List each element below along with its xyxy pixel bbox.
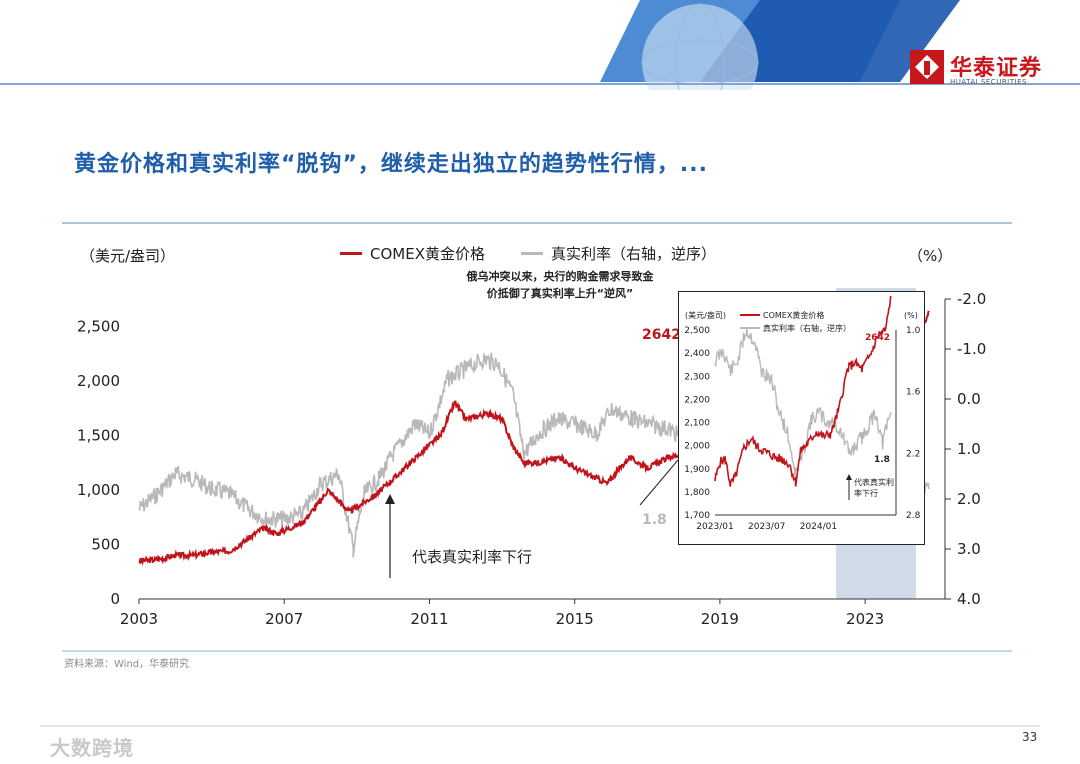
- inset-y-tick-label: 2,200: [684, 395, 710, 405]
- inset-gold-line: [714, 295, 892, 487]
- shade-annotation-line1: 俄乌冲突以来，央行的购金需求导致金: [466, 270, 654, 283]
- y2-tick-label: -1.0: [957, 340, 986, 358]
- inset-y-tick-label: 2,400: [684, 349, 710, 359]
- inset-y2-tick-label: 1.6: [906, 388, 921, 398]
- inset-x-tick-label: 2024/01: [800, 522, 837, 532]
- x-tick-label: 2019: [701, 610, 739, 628]
- inset-y-tick-label: 2,500: [684, 326, 710, 336]
- arrow-annotation: 代表真实利率下行: [412, 548, 533, 566]
- inset-x-tick-label: 2023/07: [748, 522, 785, 532]
- shade-annotation: 俄乌冲突以来，央行的购金需求导致金 价抵御了真实利率上升“逆风”: [440, 268, 680, 302]
- watermark: 大数跨境: [50, 736, 134, 760]
- inset-legend-gold: COMEX黄金价格: [763, 310, 824, 320]
- y-tick-label: 1,500: [77, 426, 120, 444]
- left-axis-unit: （美元/盎司）: [80, 247, 176, 265]
- page-title: 黄金价格和真实利率“脱钩”，继续走出独立的趋势性行情，...: [74, 152, 708, 177]
- inset-arrow-text-2: 率下行: [854, 488, 878, 498]
- brand-name: 华泰证券: [950, 56, 1043, 81]
- y-tick-label: 2,000: [77, 372, 120, 390]
- inset-y2-tick-label: 2.8: [906, 511, 921, 521]
- y2-tick-label: -2.0: [957, 290, 986, 308]
- inset-arrow-head: [846, 474, 852, 480]
- inset-y2-tick-label: 2.2: [906, 449, 920, 459]
- y2-tick-label: 1.0: [957, 440, 981, 458]
- inset-y-tick-label: 2,300: [684, 372, 710, 382]
- legend-real-rate: 真实利率（右轴，逆序）: [550, 245, 716, 263]
- y-tick-label: 1,000: [77, 481, 120, 499]
- gold-end-label: 2642: [642, 327, 681, 343]
- x-tick-label: 2007: [265, 610, 303, 628]
- page-number: 33: [1022, 730, 1038, 744]
- y-tick-label: 0: [110, 590, 120, 608]
- inset-y2-tick-label: 1.0: [906, 326, 921, 336]
- inset-connector: [639, 459, 679, 506]
- y-tick-label: 2,500: [77, 317, 120, 335]
- source-note: 资料来源：Wind，华泰研究: [64, 659, 190, 670]
- inset-legend-rate: 真实利率（右轴，逆序）: [763, 323, 851, 333]
- inset-right-unit: (%): [904, 311, 918, 320]
- real-rate-end-label: 1.8: [642, 512, 667, 528]
- chart-legend: COMEX黄金价格 真实利率（右轴，逆序）: [340, 243, 716, 264]
- inset-y-tick-label: 1,900: [684, 465, 710, 475]
- x-tick-label: 2015: [556, 610, 594, 628]
- legend-gold: COMEX黄金价格: [370, 245, 485, 263]
- y2-tick-label: 3.0: [957, 540, 981, 558]
- y-tick-label: 500: [91, 535, 120, 553]
- x-tick-label: 2003: [120, 610, 158, 628]
- inset-gold-end-label: 2642: [865, 333, 890, 343]
- brand-subtitle: HUATAI SECURITIES: [950, 78, 1027, 86]
- inset-y-tick-label: 1,700: [684, 511, 710, 521]
- inset-y-tick-label: 1,800: [684, 488, 710, 498]
- inset-y-tick-label: 2,000: [684, 442, 710, 452]
- y2-tick-label: 2.0: [957, 490, 981, 508]
- down-arrow-head: [385, 494, 395, 504]
- y2-tick-label: 4.0: [957, 590, 981, 608]
- inset-x-tick-label: 2023/01: [696, 522, 733, 532]
- right-axis-unit: （%）: [908, 247, 953, 265]
- inset-rate-end-label: 1.8: [874, 455, 890, 465]
- brand-logo: [910, 50, 944, 84]
- y2-tick-label: 0.0: [957, 390, 981, 408]
- inset-chart-frame: [678, 291, 925, 545]
- inset-left-unit: (美元/盎司): [685, 310, 726, 320]
- x-tick-label: 2023: [846, 610, 884, 628]
- inset-arrow-text-1: 代表真实利: [854, 477, 894, 487]
- shade-annotation-line2: 价抵御了真实利率上升“逆风”: [486, 287, 634, 300]
- inset-y-tick-label: 2,100: [684, 419, 710, 429]
- header-decoration: [0, 0, 1080, 90]
- x-tick-label: 2011: [410, 610, 448, 628]
